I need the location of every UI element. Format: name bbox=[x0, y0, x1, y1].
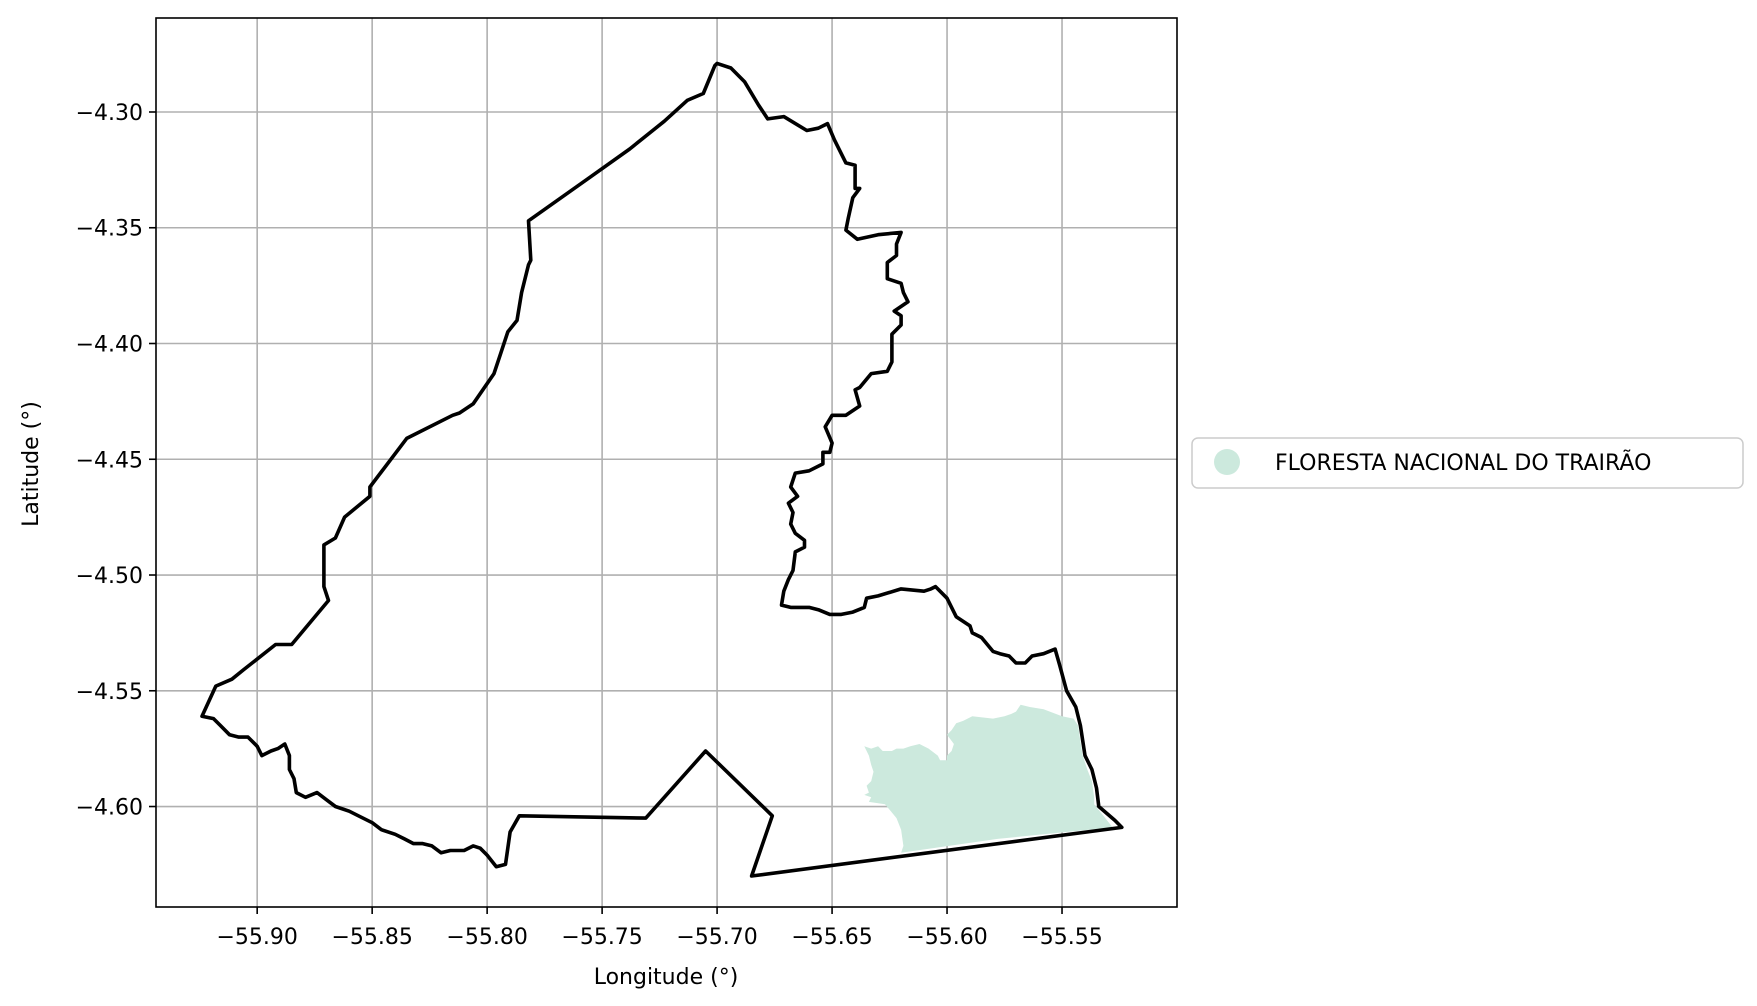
y-tick-label: −4.40 bbox=[76, 333, 143, 358]
x-tick-label: −55.75 bbox=[561, 925, 642, 950]
y-axis: −4.30 −4.35 −4.40 −4.45 −4.50 −4.55 −4.60 bbox=[76, 101, 156, 821]
legend[interactable]: FLORESTA NACIONAL DO TRAIRÃO bbox=[1191, 437, 1744, 489]
x-tick-label: −55.80 bbox=[446, 925, 527, 950]
x-tick-label: −55.70 bbox=[676, 925, 757, 950]
legend-box bbox=[1191, 437, 1744, 489]
grid bbox=[156, 18, 1177, 907]
y-tick-label: −4.35 bbox=[76, 217, 143, 242]
y-tick-label: −4.45 bbox=[76, 448, 143, 473]
x-axis-label: Longitude (°) bbox=[594, 965, 739, 990]
plot-frame bbox=[155, 17, 1178, 908]
y-tick-label: −4.50 bbox=[76, 564, 143, 589]
legend-label: FLORESTA NACIONAL DO TRAIRÃO bbox=[1275, 449, 1651, 476]
protected-area-polygon bbox=[864, 704, 1113, 853]
y-tick-label: −4.60 bbox=[76, 796, 143, 821]
x-tick-label: −55.60 bbox=[906, 925, 987, 950]
x-tick-label: −55.85 bbox=[331, 925, 412, 950]
map-layers bbox=[200, 61, 1124, 878]
x-tick-label: −55.90 bbox=[216, 925, 297, 950]
municipality-boundary bbox=[200, 61, 1124, 878]
y-tick-label: −4.55 bbox=[76, 680, 143, 705]
y-tick-label: −4.30 bbox=[76, 101, 143, 126]
y-axis-label: Latitude (°) bbox=[19, 401, 44, 527]
x-tick-label: −55.65 bbox=[791, 925, 872, 950]
x-tick-label: −55.55 bbox=[1021, 925, 1102, 950]
legend-swatch bbox=[1214, 449, 1240, 475]
x-axis: −55.90 −55.85 −55.80 −55.75 −55.70 −55.65 −55.… bbox=[216, 907, 1103, 950]
